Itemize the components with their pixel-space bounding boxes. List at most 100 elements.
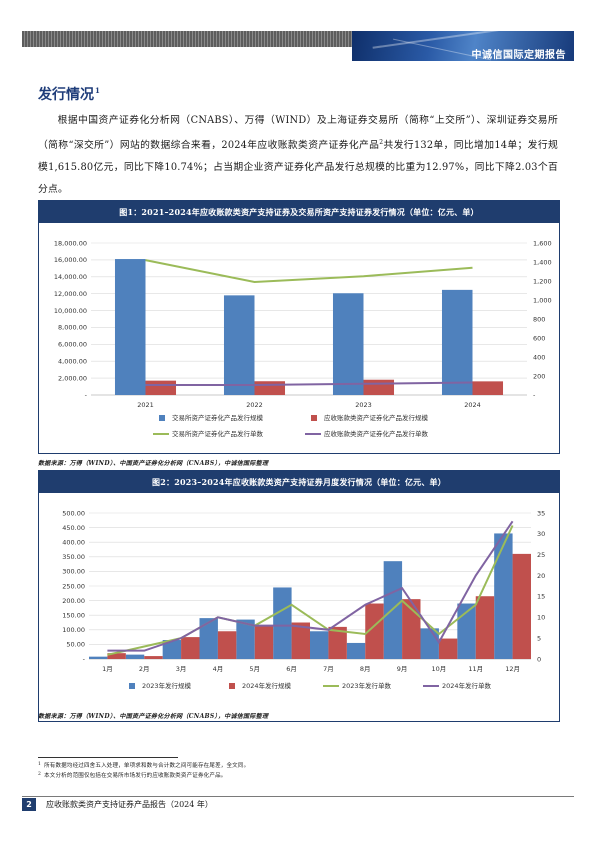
footnote-1-text: 所有数据均经过四舍五入处理，单项求和数与合计数之间可能存在尾差，全文同。 [44, 763, 250, 769]
figure-2-source: 数据来源：万得（WIND）、中国资产证券化分析网（CNABS），中诚信国际整理 [38, 713, 269, 720]
chart2-x-tick: 8月 [360, 665, 371, 673]
footer-title: 应收账款类资产支持证券产品报告（2024 年） [46, 800, 213, 809]
chart1-y-left-tick: 14,000.00 [54, 273, 87, 281]
chart2-y-right-tick: 20 [537, 572, 545, 580]
chart2-bar-2 [438, 638, 458, 659]
chart1-bar-1 [223, 295, 255, 395]
chart2-x-tick: 6月 [286, 665, 297, 673]
chart2-legend-swatch [129, 683, 135, 689]
chart2-x-tick: 2月 [139, 665, 150, 673]
footer-divider [22, 796, 574, 797]
chart2-y-right-tick: 5 [537, 634, 541, 642]
chart2-y-right-tick: 15 [537, 593, 545, 601]
chart2-legend-label: 2023年发行规模 [142, 681, 192, 690]
chart2-bar-2 [512, 553, 531, 659]
paragraph-text: 根据中国资产证券化分析网（CNABS）、万得（WIND）及上海证券交易所（简称“… [38, 110, 558, 201]
chart1-y-right-tick: 800 [533, 315, 545, 323]
chart2-y-left-tick: 50.00 [66, 641, 85, 649]
chart1-y-left-tick: 6,000.00 [58, 341, 87, 349]
chart1-x-tick: 2023 [355, 401, 372, 409]
chart2-bar-2 [475, 596, 495, 659]
section-title: 发行情况1 [38, 84, 100, 104]
chart1-legend-swatch [311, 415, 317, 421]
header-banner [352, 31, 574, 61]
figure-1-title: 图1：2021–2024年应收账款类资产支持证券及交易所资产支持证券发行情况（单… [39, 201, 559, 223]
figure-1: 图1：2021–2024年应收账款类资产支持证券及交易所资产支持证券发行情况（单… [38, 200, 560, 454]
figure-1-chart: 18,000.00 16,000.00 14,000.00 12,000.00 10,0… [54, 239, 552, 438]
chart2-x-tick: 11月 [468, 665, 483, 673]
chart2-bar-1 [89, 656, 108, 659]
figure-1-source: 数据来源：万得（WIND）、中国资产证券化分析网（CNABS），中诚信国际整理 [38, 460, 269, 467]
chart1-legend-label: 交易所资产证券化产品发行规模 [172, 413, 264, 422]
chart1-legend-label: 应收账款类资产证券化产品发行单数 [324, 429, 429, 438]
chart2-y-left-tick: 250.00 [62, 582, 85, 590]
chart2-bar-2 [107, 653, 126, 659]
chart1-x-tick: 2022 [246, 401, 263, 409]
footnote-2-text: 本文分析的范围仅包括在交易所市场发行的应收账款类资产证券化产品。 [44, 773, 227, 779]
section-footnote-ref: 1 [95, 86, 100, 95]
chart2-bar-2 [181, 637, 200, 659]
chart2-x-tick: 9月 [397, 665, 408, 673]
chart1-y-left-tick: 12,000.00 [54, 290, 87, 298]
chart1-bar-1 [332, 293, 364, 395]
header-title: 中诚信国际定期报告 [471, 50, 566, 61]
chart2-bar-2 [291, 622, 310, 659]
chart1-y-left-tick: 16,000.00 [54, 256, 87, 264]
footnote-1-number: 1 [38, 762, 42, 767]
chart2-y-left-tick: 100.00 [62, 626, 85, 634]
chart2-y-right-tick: 0 [537, 655, 541, 663]
page-header: 中诚信国际定期报告 [22, 31, 574, 61]
chart2-y-right-tick: 30 [537, 530, 545, 538]
chart1-line-1 [145, 259, 473, 283]
chart2-bar-1 [420, 628, 439, 659]
chart2-y-right-tick: 10 [537, 614, 545, 622]
chart2-legend-label: 2023年发行单数 [342, 681, 392, 690]
chart1-legend-label: 应收账款类资产证券化产品发行规模 [324, 413, 429, 422]
section-title-text: 发行情况 [38, 87, 94, 103]
chart1-y-right-tick: 1,400 [533, 258, 552, 266]
chart1-bar-2 [254, 381, 286, 395]
chart2-bar-2 [144, 656, 163, 659]
chart2-line-2 [107, 520, 514, 652]
chart1-y-left-tick: 18,000.00 [54, 239, 87, 247]
header-spacer [22, 47, 352, 61]
footnote-divider [38, 757, 178, 758]
chart2-bar-2 [365, 603, 384, 659]
chart2-bar-1 [310, 631, 329, 659]
chart1-y-right-tick: 1,600 [533, 239, 552, 247]
chart2-x-tick: 5月 [249, 665, 260, 673]
chart1-line-2 [145, 381, 473, 387]
chart2-bar-1 [457, 603, 476, 659]
footnote-1: 1 所有数据均经过四舍五入处理，单项求和数与合计数之间可能存在尾差，全文同。 [38, 761, 249, 769]
chart1-y-right-tick: 1,200 [533, 277, 552, 285]
chart2-bar-2 [254, 625, 274, 659]
chart2-y-left-tick: 150.00 [62, 612, 85, 620]
chart1-y-left-tick: 8,000.00 [58, 324, 87, 332]
chart2-x-tick: 4月 [213, 665, 224, 673]
chart1-y-left-tick: 4,000.00 [58, 358, 87, 366]
chart2-y-left-tick: 450.00 [62, 524, 85, 532]
body-paragraph: 根据中国资产证券化分析网（CNABS）、万得（WIND）及上海证券交易所（简称“… [38, 110, 558, 201]
chart1-legend-swatch [159, 415, 165, 421]
chart1-y-left-tick: 10,000.00 [54, 307, 87, 315]
chart2-y-right-tick: 35 [537, 509, 545, 517]
chart2-bar-1 [346, 642, 366, 659]
figure-2: 图2：2023–2024年应收账款类资产支持证券月度发行情况（单位：亿元、单） … [38, 470, 560, 722]
chart2-bar-2 [328, 626, 347, 659]
chart2-bar-1 [273, 587, 292, 659]
chart1-legend-label: 交易所资产证券化产品发行单数 [172, 429, 264, 438]
chart2-x-tick: 3月 [176, 665, 187, 673]
chart1-y-left-tick: - [85, 391, 88, 399]
chart2-bar-1 [162, 640, 182, 659]
chart1-bar-1 [441, 289, 473, 395]
chart1-bar-2 [145, 380, 177, 395]
paragraph-part-1: 根据中国资产证券化分析网（CNABS）、万得（WIND）及上海证券交易所（简称“… [38, 115, 558, 151]
chart2-legend-label: 2024年发行单数 [442, 681, 492, 690]
chart1-bar-1 [114, 259, 146, 395]
chart2-y-right-tick: 25 [537, 551, 545, 559]
footnote-2: 2 本文分析的范围仅包括在交易所市场发行的应收账款类资产证券化产品。 [38, 771, 226, 779]
chart1-y-right-tick: 600 [533, 334, 545, 342]
footnote-2-number: 2 [38, 772, 42, 777]
chart1-y-right-tick: 400 [533, 353, 545, 361]
chart2-x-tick: 7月 [323, 665, 334, 673]
